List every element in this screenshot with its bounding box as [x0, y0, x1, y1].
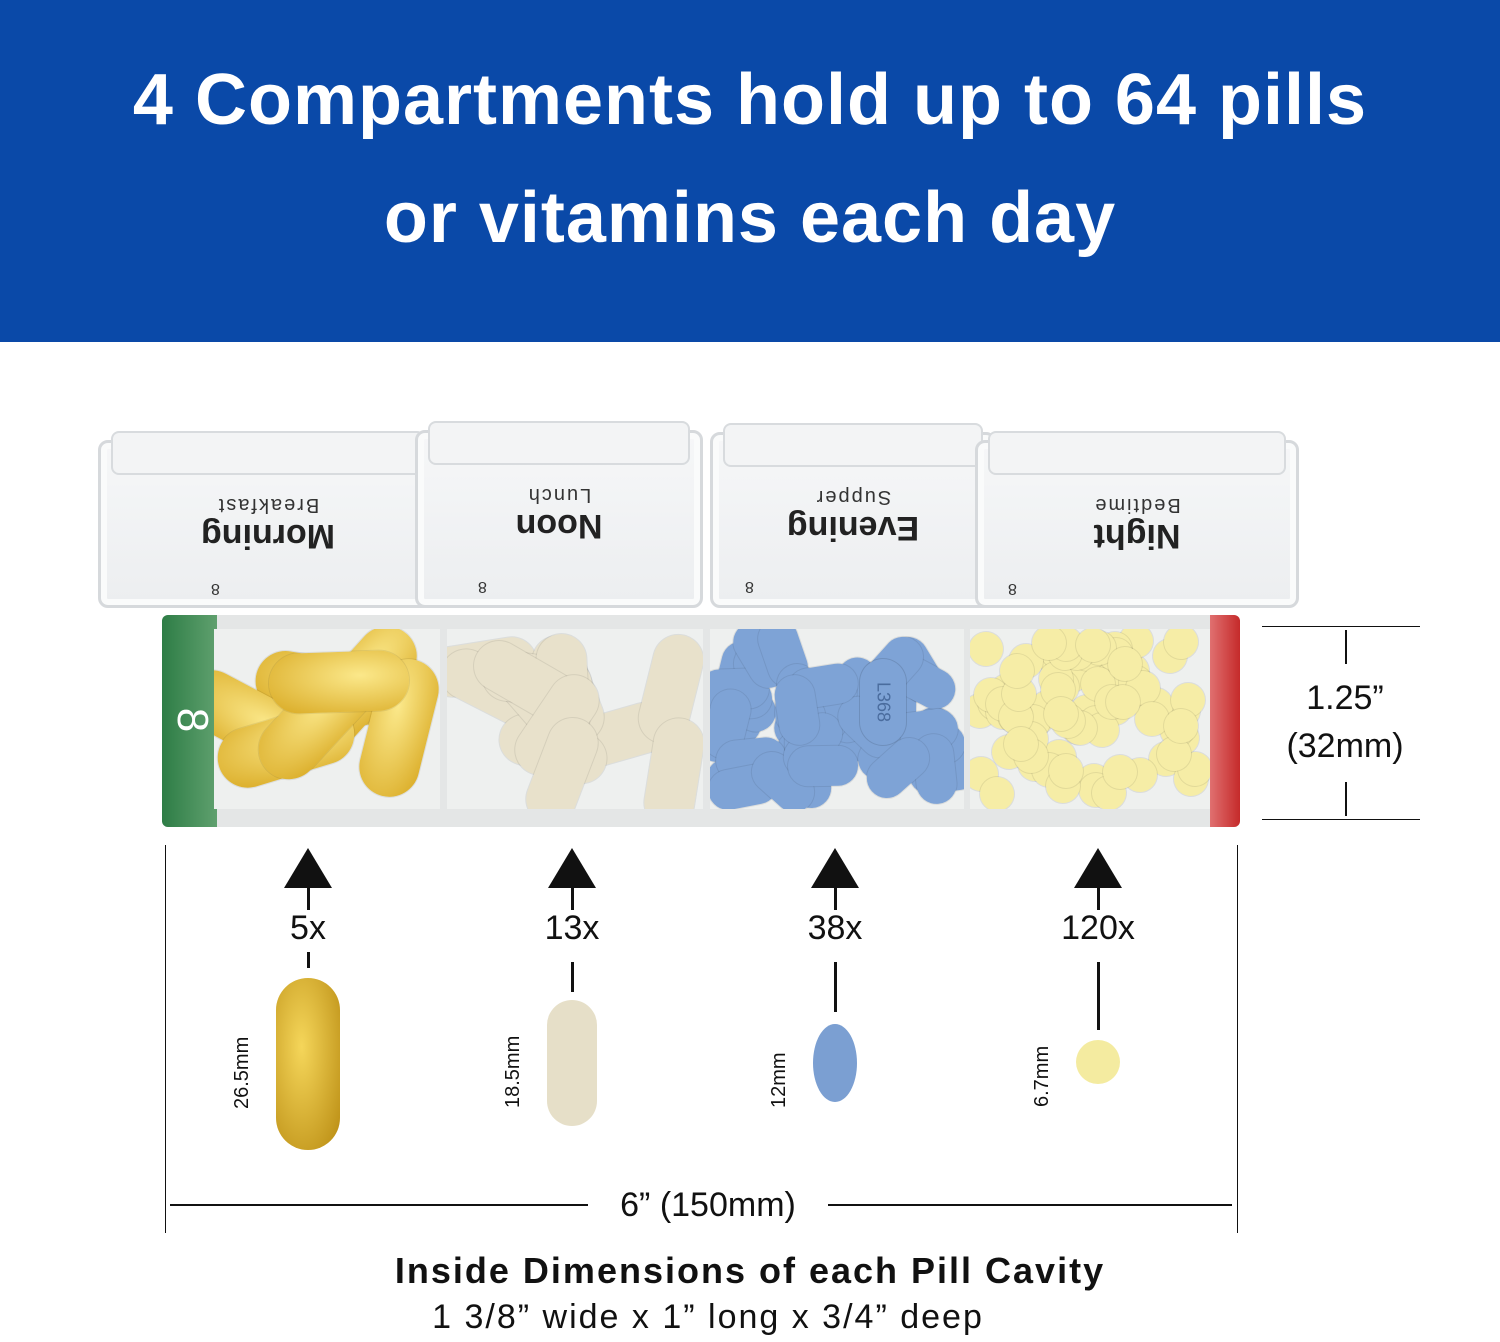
tray-pill	[1102, 753, 1138, 790]
pill-count: 38x	[807, 909, 863, 947]
leader-line	[1097, 962, 1100, 1030]
lid-number: 8	[1008, 580, 1017, 597]
pill-sample	[813, 1024, 857, 1102]
width-dim-right-line	[1237, 845, 1238, 1233]
leader-line	[571, 962, 574, 992]
arrow-shaft	[834, 880, 837, 910]
pill-size-label: 26.5mm	[231, 1036, 253, 1109]
footer-title: Inside Dimensions of each Pill Cavity	[394, 1250, 1106, 1291]
pill-tray: 8 L368	[162, 615, 1240, 827]
lid-label: Evening	[786, 509, 920, 547]
width-dim-arrow-right	[828, 1204, 1232, 1206]
pill-size-label: 12mm	[768, 1052, 790, 1108]
width-dim-arrow-left	[170, 1204, 588, 1206]
lid-morning: Morning Breakfast 8	[98, 431, 438, 608]
compartment-evening: L368	[710, 629, 964, 809]
arrow-shaft	[307, 880, 310, 910]
headline-line-2: or vitamins each day	[383, 178, 1117, 258]
lid-label: Noon	[515, 507, 603, 545]
width-dimension: 6” (150mm)	[620, 1186, 796, 1224]
pill-size-label: 6.7mm	[1031, 1045, 1053, 1107]
lid-number: 8	[478, 578, 487, 595]
footer-dimensions: 1 3/8” wide x 1” long x 3/4” deep	[432, 1298, 984, 1336]
compartment-night	[970, 629, 1210, 809]
height-mm: (32mm)	[1286, 727, 1404, 765]
tray-pill	[267, 649, 410, 715]
tray-side-number: 8	[168, 707, 218, 733]
height-dim-bottom-line	[1262, 819, 1420, 820]
height-dim-arrow-up	[1345, 630, 1347, 664]
lid-text: Morning Breakfast	[101, 493, 435, 555]
compartment-noon	[447, 629, 703, 809]
lid-label: Night	[1093, 517, 1181, 555]
arrow-up-icon	[284, 848, 332, 888]
width-dim-left-line	[165, 845, 166, 1233]
lid-noon: Noon Lunch 8	[415, 421, 703, 608]
arrow-shaft	[1097, 880, 1100, 910]
height-dim-top-line	[1262, 626, 1420, 627]
pill-size-label: 18.5mm	[502, 1035, 524, 1108]
lid-sublabel: Breakfast	[216, 494, 320, 516]
pill-sample	[1076, 1040, 1120, 1084]
pill-count: 13x	[544, 909, 600, 947]
tray-green-end: 8	[162, 615, 217, 827]
lid-label: Morning	[200, 517, 336, 555]
arrow-up-icon	[1074, 848, 1122, 888]
lid-text: Evening Supper	[713, 485, 993, 547]
arrow-up-icon	[548, 848, 596, 888]
leader-line	[834, 962, 837, 1012]
lid-flap	[988, 431, 1286, 475]
arrow-shaft	[571, 880, 574, 910]
lid-text: Noon Lunch	[418, 483, 700, 545]
pill-imprint: L368	[873, 681, 894, 723]
lid-flap	[723, 423, 983, 467]
pill-sample	[276, 978, 340, 1150]
lid-night: Night Bedtime 8	[975, 431, 1299, 608]
lid-flap	[111, 431, 425, 475]
tray-pill	[787, 745, 859, 787]
lid-sublabel: Lunch	[526, 484, 592, 506]
lid-sublabel: Supper	[814, 486, 892, 508]
compartment-morning	[214, 629, 440, 809]
lid-evening: Evening Supper 8	[710, 423, 996, 608]
height-dim-arrow-down	[1345, 782, 1347, 816]
headline-line-1: 4 Compartments hold up to 64 pills	[132, 60, 1368, 140]
pill-sample	[547, 1000, 597, 1126]
height-inches: 1.25”	[1306, 679, 1384, 717]
imprinted-blue-pill: L368	[860, 659, 906, 745]
arrow-up-icon	[811, 848, 859, 888]
leader-line	[307, 952, 310, 968]
lid-number: 8	[211, 580, 220, 597]
lid-text: Night Bedtime	[978, 493, 1296, 555]
lid-number: 8	[745, 578, 754, 595]
lid-flap	[428, 421, 690, 465]
tray-red-end	[1210, 615, 1240, 827]
header-banner: 4 Compartments hold up to 64 pills or vi…	[0, 0, 1500, 342]
pill-count: 120x	[1061, 909, 1135, 947]
lid-sublabel: Bedtime	[1093, 494, 1181, 516]
pill-count: 5x	[290, 909, 326, 947]
